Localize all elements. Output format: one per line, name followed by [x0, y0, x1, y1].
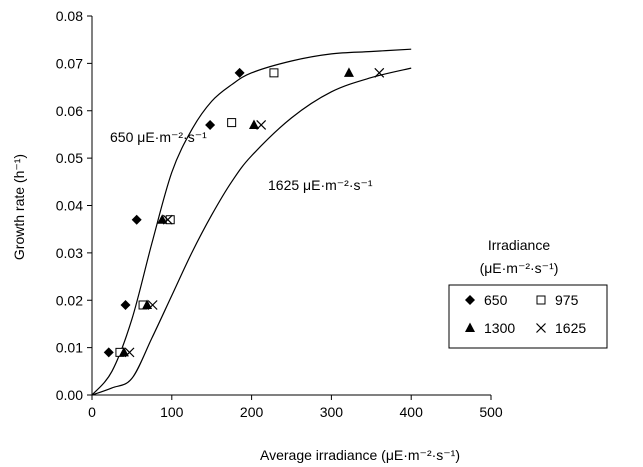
- x-ticks-group: 0 100 200 300 400 500: [88, 395, 503, 420]
- legend: 650 975 1300 1625: [448, 284, 608, 349]
- y-tick-label: 0.02: [56, 292, 83, 308]
- data-point-1300: [118, 346, 129, 357]
- y-ticks-group: 0.00 0.01 0.02 0.03 0.04 0.05 0.06 0.07 0.08: [56, 8, 92, 403]
- data-point-1625: [162, 214, 173, 225]
- x-tick-label: 400: [400, 404, 424, 420]
- legend-marker-975: [536, 295, 546, 305]
- data-point-1625: [124, 347, 135, 358]
- legend-marker-650: [465, 295, 475, 305]
- data-point-650: [205, 119, 216, 130]
- curve-label-650: 650 μE·m⁻²·s⁻¹: [110, 129, 207, 145]
- legend-title-line2: (μE·m⁻²·s⁻¹): [480, 260, 559, 276]
- legend-box: [448, 284, 608, 349]
- x-tick-label: 500: [479, 404, 503, 420]
- data-point-1625-stroke: [124, 347, 135, 358]
- data-point-1625-stroke: [147, 300, 158, 310]
- data-point-975: [269, 68, 279, 78]
- y-tick-label: 0.00: [56, 387, 83, 403]
- y-tick-label: 0.05: [56, 150, 83, 166]
- data-point-1625-stroke: [162, 214, 173, 225]
- legend-label-1625: 1625: [555, 320, 586, 336]
- data-point-1300: [343, 67, 354, 77]
- x-tick-label: 100: [160, 404, 184, 420]
- curve-label-1625: 1625 μE·m⁻²·s⁻¹: [268, 177, 373, 193]
- data-point-650: [103, 347, 114, 358]
- x-tick-label: 200: [240, 404, 264, 420]
- data-point-650: [131, 214, 142, 225]
- x-axis-label: Average irradiance (μE·m⁻²·s⁻¹): [260, 447, 460, 463]
- data-point-975: [165, 215, 175, 225]
- legend-label-1300: 1300: [484, 320, 515, 336]
- data-point-650: [120, 299, 131, 310]
- markers-group: [103, 67, 385, 358]
- legend-marker-1300: [465, 322, 475, 332]
- y-tick-label: 0.01: [56, 340, 83, 356]
- data-point-1300: [248, 119, 259, 129]
- data-point-1300: [157, 214, 168, 224]
- data-point-1625: [256, 120, 267, 130]
- y-tick-label: 0.07: [56, 55, 83, 71]
- data-point-1625: [374, 67, 385, 78]
- x-tick-label: 300: [320, 404, 344, 420]
- y-tick-label: 0.03: [56, 245, 83, 261]
- legend-label-650: 650: [484, 292, 508, 308]
- fit-curve-650: [91, 48, 412, 396]
- y-tick-label: 0.04: [56, 198, 83, 214]
- data-point-1625-stroke: [256, 120, 267, 130]
- fit-curves-group: [91, 48, 412, 396]
- fit-curve-1625: [91, 67, 412, 396]
- data-point-1300: [142, 299, 153, 309]
- data-point-975: [227, 118, 237, 128]
- y-axis-label: Growth rate (h⁻¹): [11, 154, 27, 260]
- legend-marker-1625: [536, 323, 546, 333]
- data-point-650: [234, 67, 245, 78]
- legend-marker-1625-stroke: [536, 323, 546, 333]
- legend-title-line1: Irradiance: [488, 237, 550, 253]
- y-tick-label: 0.06: [56, 103, 83, 119]
- x-tick-label: 0: [88, 404, 96, 420]
- legend-items: 650 975 1300 1625: [465, 292, 586, 336]
- y-tick-label: 0.08: [56, 8, 83, 24]
- data-point-1625: [147, 300, 158, 310]
- legend-label-975: 975: [555, 292, 579, 308]
- data-point-1625-stroke: [374, 67, 385, 78]
